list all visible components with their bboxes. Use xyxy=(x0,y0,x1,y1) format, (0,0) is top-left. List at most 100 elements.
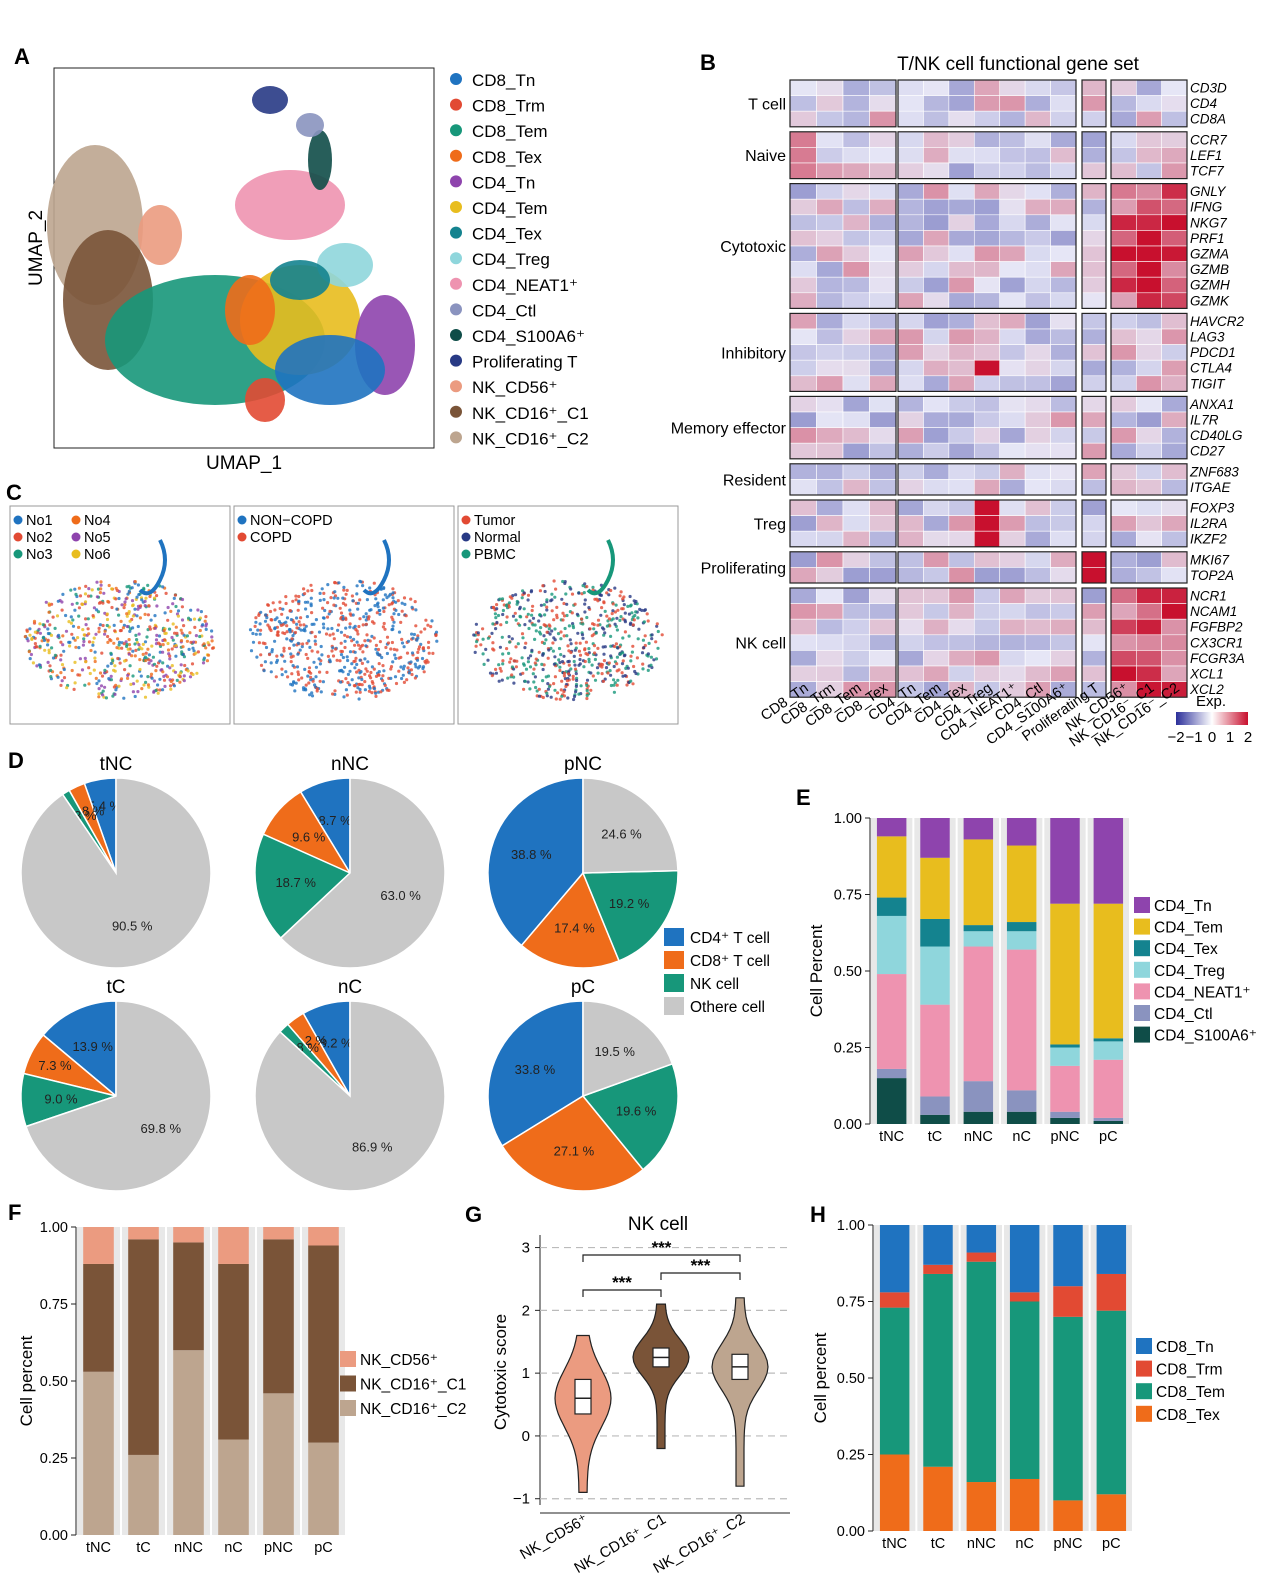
umap-small-point xyxy=(275,616,279,620)
umap-small-point xyxy=(602,652,606,656)
umap-small-point xyxy=(547,623,551,627)
bar-segment xyxy=(920,1114,950,1124)
umap-small-point xyxy=(563,671,567,675)
umap-small-point xyxy=(621,659,625,663)
umap-small-point xyxy=(141,652,145,657)
umap-small-point xyxy=(120,646,124,650)
umap-small-point xyxy=(302,587,306,591)
significance-label: *** xyxy=(652,1238,672,1257)
heatmap-cell xyxy=(1136,479,1162,496)
umap-small-point xyxy=(210,639,214,643)
umap-small-point xyxy=(182,633,186,637)
heatmap-cell xyxy=(1050,530,1077,548)
heatmap-cell xyxy=(1050,463,1077,480)
umap-small-point xyxy=(381,598,385,602)
umap-small-point xyxy=(305,641,309,645)
umap-small-point xyxy=(174,604,178,609)
umap-small-point xyxy=(269,670,273,674)
umap-small-point xyxy=(365,598,369,602)
umap-small-point xyxy=(248,628,253,632)
umap-small-point xyxy=(305,615,309,619)
umap-small-point xyxy=(310,694,315,698)
umap-small-point xyxy=(380,655,384,660)
heatmap-block-border xyxy=(897,551,1077,584)
umap-small-point xyxy=(578,653,583,657)
umap-small-point xyxy=(562,654,566,658)
heatmap-cell xyxy=(1050,214,1077,231)
umap-small-point xyxy=(320,653,324,657)
umap-small-point xyxy=(157,641,161,645)
heatmap-cell xyxy=(1024,131,1051,148)
heatmap-cell xyxy=(789,292,817,309)
heatmap-cell xyxy=(999,463,1026,480)
umap-small-point xyxy=(166,664,170,668)
umap-small-point xyxy=(59,653,63,657)
heatmap-gene-label: CTLA4 xyxy=(1190,361,1232,376)
umap-small-point xyxy=(491,641,495,645)
umap-small-point xyxy=(358,658,362,662)
umap-small-point xyxy=(403,602,407,607)
umap-small-point xyxy=(71,624,76,628)
umap-small-point xyxy=(48,623,52,627)
umap-small-point xyxy=(562,674,567,678)
umap-legend-label: Proliferating T xyxy=(472,353,578,372)
umap-small-point xyxy=(144,596,148,600)
violin-y-tick-label: 3 xyxy=(522,1240,530,1257)
umap-small-point xyxy=(110,605,114,610)
umap-small-point xyxy=(414,665,418,669)
heatmap-block-border xyxy=(897,587,1077,698)
heatmap-cell xyxy=(923,245,950,262)
umap-small-point xyxy=(534,629,538,633)
bar-x-tick-label: tC xyxy=(136,1540,151,1556)
umap-small-point xyxy=(47,651,51,655)
umap-small-point xyxy=(189,640,193,644)
violin-y-tick-label: 0 xyxy=(522,1428,530,1445)
umap-small-point xyxy=(342,588,346,592)
heatmap-cell xyxy=(842,292,870,309)
umap-small-point xyxy=(126,647,130,651)
umap-small-point xyxy=(529,654,533,658)
umap-small-point xyxy=(182,674,186,678)
umap-small-point xyxy=(507,605,511,609)
bar-segment xyxy=(173,1242,204,1351)
bar-y-label: Cell percent xyxy=(811,1332,830,1423)
heatmap-cell xyxy=(973,479,1001,496)
umap-small-point xyxy=(531,616,536,620)
heatmap-cell xyxy=(1161,162,1188,179)
umap-small-point xyxy=(578,641,582,645)
heatmap-group-label: Treg xyxy=(754,516,786,533)
heatmap-cell xyxy=(1161,499,1188,516)
heatmap-cell xyxy=(897,442,924,460)
heatmap-cell xyxy=(1161,603,1188,620)
heatmap-cell xyxy=(923,463,950,480)
umap-small-point xyxy=(520,656,524,660)
heatmap-cell xyxy=(842,198,870,216)
bar-legend-label: NK_CD56⁺ xyxy=(360,1352,438,1369)
umap-small-point xyxy=(293,630,298,635)
heatmap-cell xyxy=(816,396,844,413)
heatmap-cell xyxy=(1024,396,1051,413)
umap-small-point xyxy=(400,609,404,613)
umap-small-point xyxy=(634,671,638,676)
umap-small-point xyxy=(279,653,284,657)
umap-small-point xyxy=(585,585,589,589)
umap-small-point xyxy=(46,638,50,642)
significance-bracket xyxy=(582,1289,662,1297)
umap-small-point xyxy=(472,633,476,637)
pie-value-label: 19.2 % xyxy=(609,896,650,911)
umap-small-point xyxy=(413,662,417,666)
umap-small-point xyxy=(542,634,546,638)
heatmap-cell xyxy=(1024,292,1051,309)
umap-small-point xyxy=(338,606,342,610)
heatmap-cell xyxy=(897,147,924,164)
umap-small-point xyxy=(94,676,98,681)
umap-small-point xyxy=(91,640,95,644)
umap-small-point xyxy=(278,600,282,604)
umap-small-point xyxy=(258,622,262,626)
umap-small-point xyxy=(93,650,97,654)
umap-small-point xyxy=(521,636,525,640)
umap-small-point xyxy=(522,663,526,667)
umap-small-point xyxy=(81,643,85,647)
heatmap-cell xyxy=(897,479,924,496)
umap-small-point xyxy=(615,655,620,659)
